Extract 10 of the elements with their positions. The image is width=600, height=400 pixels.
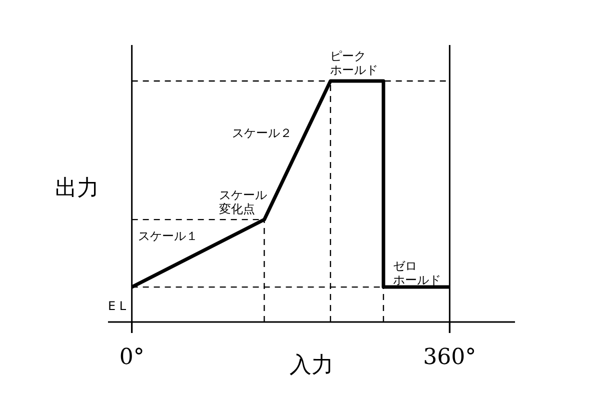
ref-line-label: E L xyxy=(108,299,126,314)
y-axis-title: 出力 xyxy=(55,176,99,201)
text: ピークホールド xyxy=(330,49,378,77)
x-tick-label: 360° xyxy=(423,345,476,370)
x-axis-title: 入力 xyxy=(290,353,334,378)
annotation: スケール２ xyxy=(232,126,292,140)
x-tick-label: 0° xyxy=(119,345,144,370)
annotation: スケール変化点 xyxy=(219,188,267,216)
annotation: スケール１ xyxy=(138,229,198,243)
annotation: ゼロホールド xyxy=(393,259,441,287)
